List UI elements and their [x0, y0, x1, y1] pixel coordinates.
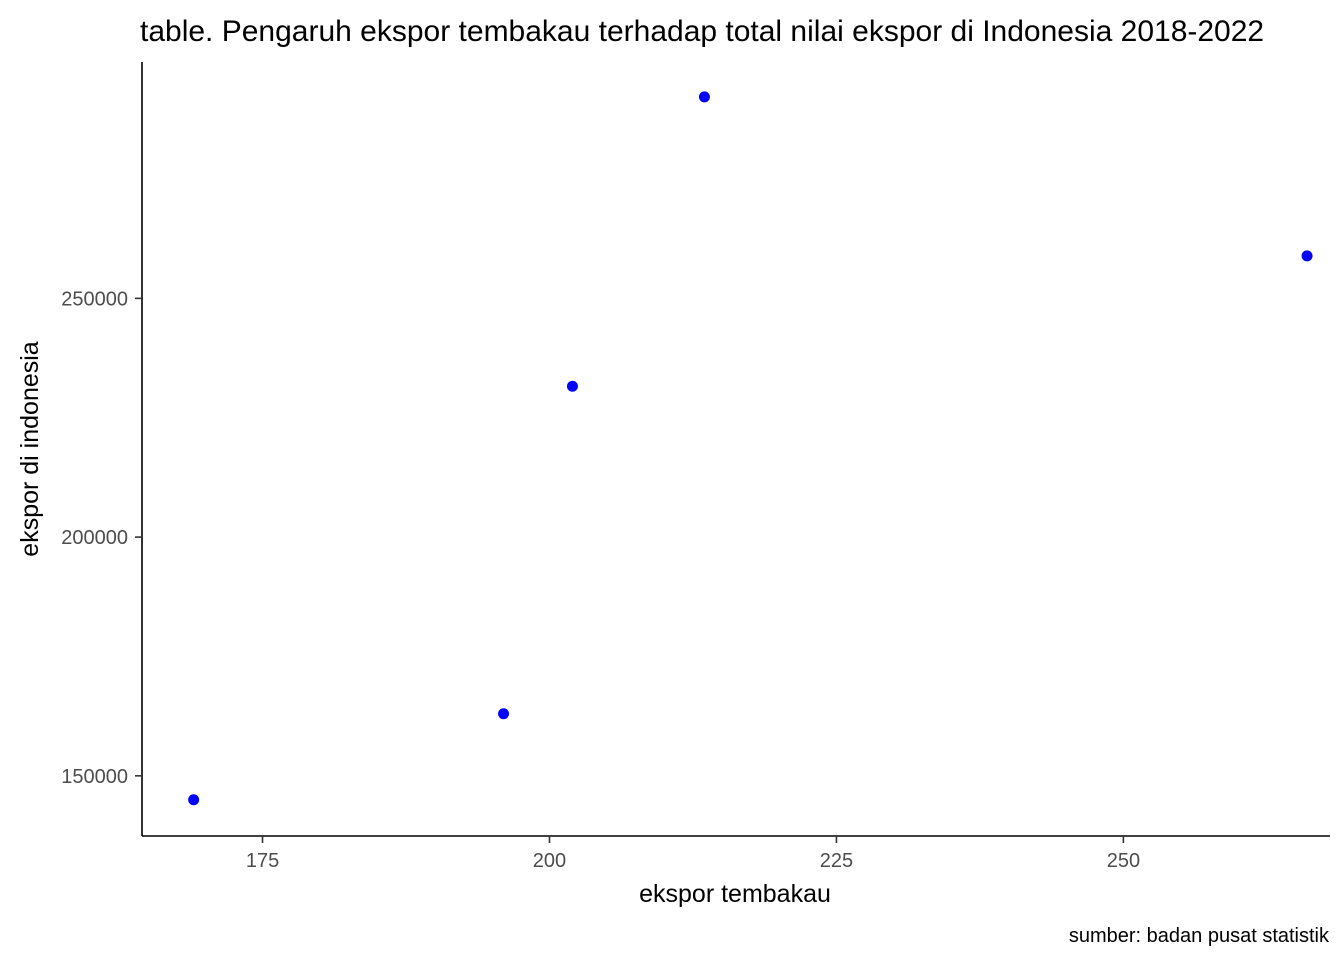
plot-area: 175 200 225 250 150000 200000 250000 — [61, 62, 1330, 872]
x-tick-label: 175 — [246, 850, 279, 872]
y-axis-title: ekspor di indonesia — [16, 341, 44, 557]
x-axis-title: ekspor tembakau — [639, 880, 831, 908]
data-point — [566, 380, 578, 392]
y-tick-label: 150000 — [61, 766, 128, 788]
data-point — [188, 794, 200, 806]
y-axis-ticks: 150000 200000 250000 — [61, 288, 142, 788]
y-tick-label: 250000 — [61, 288, 128, 310]
points-layer — [188, 91, 1313, 806]
chart-caption: sumber: badan pusat statistik — [1069, 925, 1330, 947]
x-tick-label: 225 — [820, 850, 853, 872]
data-point — [498, 708, 510, 720]
data-point — [1301, 250, 1313, 262]
x-tick-label: 250 — [1107, 850, 1140, 872]
y-tick-label: 200000 — [61, 527, 128, 549]
x-axis-ticks: 175 200 225 250 — [246, 836, 1140, 872]
chart-title: table. Pengaruh ekspor tembakau terhadap… — [140, 15, 1264, 48]
x-tick-label: 200 — [533, 850, 566, 872]
data-point — [698, 91, 710, 103]
